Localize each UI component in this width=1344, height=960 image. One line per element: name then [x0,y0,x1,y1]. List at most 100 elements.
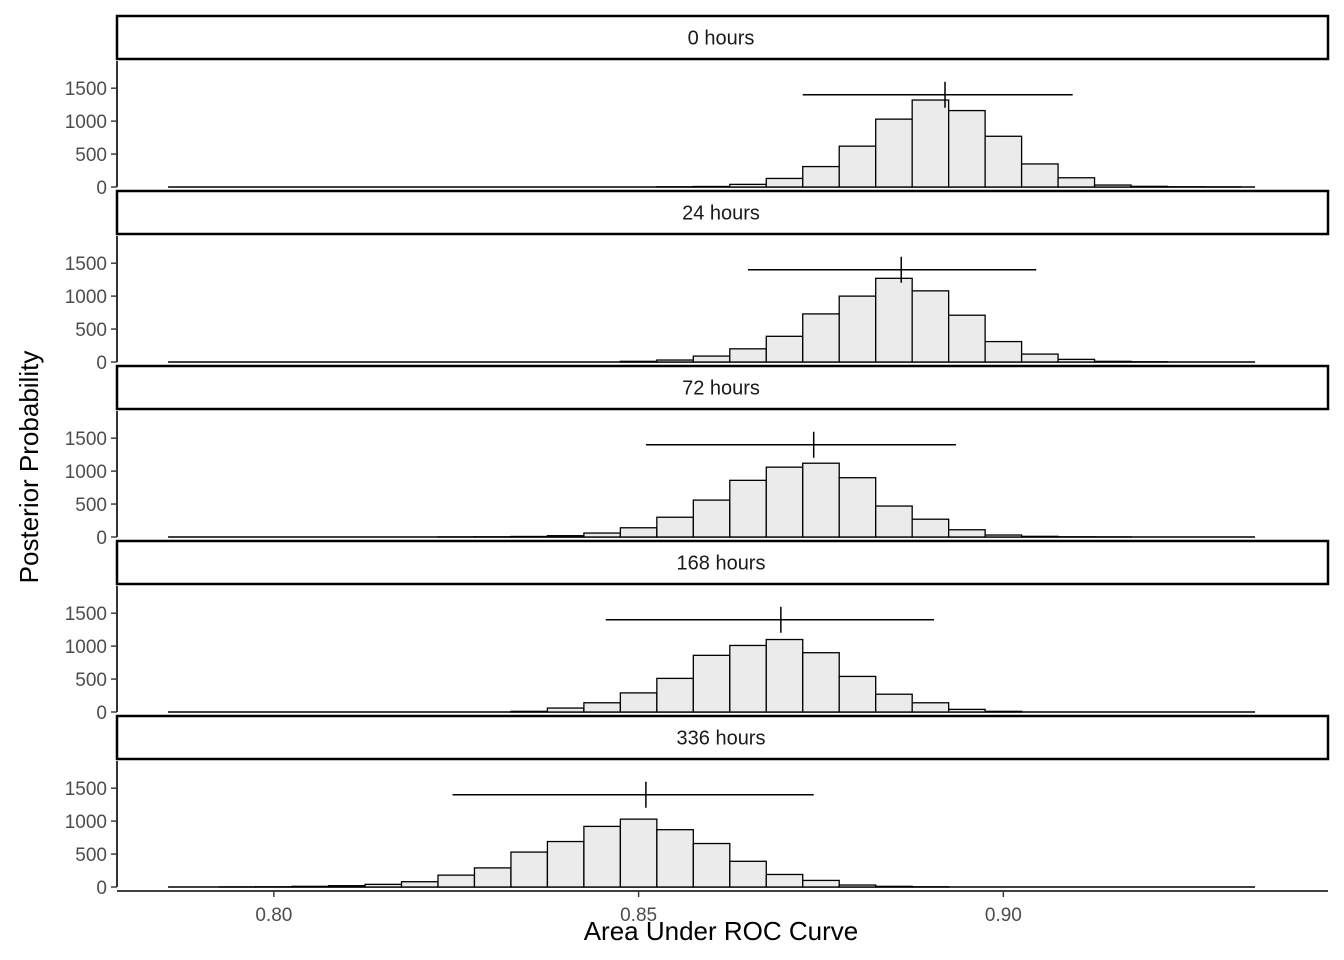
histogram-bar [875,118,913,188]
x-tick-label: 0.85 [620,905,657,926]
histogram-bar [473,867,512,888]
histogram-bar [656,829,694,888]
y-tick-label: 500 [75,495,107,516]
y-tick-label: 0 [96,353,107,374]
histogram-bar [729,860,767,888]
facet-strip-label: 24 hours [682,203,760,225]
histogram-bar [765,873,804,888]
histogram-bar [911,290,950,363]
histogram-bar [1020,163,1059,188]
y-tick-label: 1000 [65,112,107,133]
histogram-bar [1020,353,1059,363]
histogram-bar [765,335,804,363]
y-tick-label: 0 [96,178,107,199]
histogram-bar [1020,535,1059,538]
y-tick-label: 1500 [65,604,107,625]
y-tick-label: 1500 [65,79,107,100]
histogram-bar [692,842,731,888]
facet-panel: 336 hours 0 500 1000 1500 [65,714,1330,899]
y-tick-label: 0 [96,528,107,549]
x-tick-label: 0.80 [255,905,292,926]
histogram-bar [984,340,1023,363]
facet-panel: 168 hours 0 500 1000 1500 [65,539,1330,724]
y-tick-label: 1500 [65,429,107,450]
y-axis-title: Posterior Probability [14,351,44,584]
histogram-bar [619,527,658,538]
histogram-bar [802,165,840,188]
histogram-bar [729,479,767,538]
facet-strip [115,539,1330,586]
histogram-bar [1093,360,1132,363]
histogram-bar [583,825,622,888]
histogram-bar [838,295,877,363]
histogram-bar [948,708,986,713]
histogram-bar [729,644,767,713]
facet-strip-label: 0 hours [688,28,755,50]
facet-strip-label: 336 hours [677,728,766,750]
y-tick-label: 0 [96,703,107,724]
histogram-bar [692,355,731,363]
histogram-bar [1057,358,1096,363]
facet-strip [115,364,1330,411]
histogram-bar [546,840,585,888]
y-tick-label: 1500 [65,254,107,275]
facet-panel: 24 hours 0 500 1000 1500 [65,189,1330,374]
histogram-bar [875,885,913,888]
y-tick-label: 1000 [65,287,107,308]
histogram-bar [802,462,840,538]
histogram-bar [1057,177,1096,188]
histogram-bar [583,532,622,538]
histogram-bar [765,177,804,188]
facet-strip-label: 168 hours [677,553,766,575]
histogram-bar [656,359,694,363]
histogram-bar [911,518,950,538]
facet-strip [115,714,1330,761]
histogram-bar [948,314,986,363]
histogram-bar [802,652,840,713]
facet-panel: 0 hours 0 500 1000 1500 [65,14,1330,199]
histogram-bar [583,702,622,713]
histogram-bar [948,109,986,188]
y-tick-label: 500 [75,845,107,866]
histogram-bar [984,534,1023,538]
y-tick-label: 1500 [65,779,107,800]
histogram-bar [875,693,913,713]
y-tick-label: 0 [96,878,107,899]
histogram-bar [911,702,950,713]
histogram-bar [729,183,767,188]
histogram-bar [327,885,366,888]
histogram-bar [1093,184,1132,188]
facet-panel: 72 hours 0 500 1000 1500 [65,364,1330,549]
histogram-bar [838,145,877,188]
y-tick-label: 500 [75,670,107,691]
histogram-bar [656,516,694,538]
histogram-bar [875,277,913,363]
histogram-bar [838,675,877,713]
histogram-bar [1130,185,1169,188]
histogram-bar [984,710,1023,713]
histogram-bar [692,499,731,538]
histogram-bar [546,707,585,713]
x-axis: 0.80 0.85 0.90 [117,890,1328,926]
histogram-bar [802,313,840,363]
histogram-bar [510,851,549,888]
histogram-bar [619,692,658,713]
facet-strip [115,14,1330,61]
histogram-bar [765,638,804,713]
y-tick-label: 1000 [65,637,107,658]
histogram-bar [984,135,1023,188]
histogram-bar [838,477,877,538]
y-tick-label: 1000 [65,812,107,833]
x-tick-label: 0.90 [985,905,1022,926]
y-tick-label: 1000 [65,462,107,483]
histogram-bar [510,535,549,538]
y-tick-label: 500 [75,145,107,166]
histogram-bar [291,885,330,888]
histogram-bar [364,883,403,888]
histogram-bar [948,529,986,538]
histogram-bar [619,818,658,888]
y-tick-label: 500 [75,320,107,341]
histogram-bar [400,881,439,888]
